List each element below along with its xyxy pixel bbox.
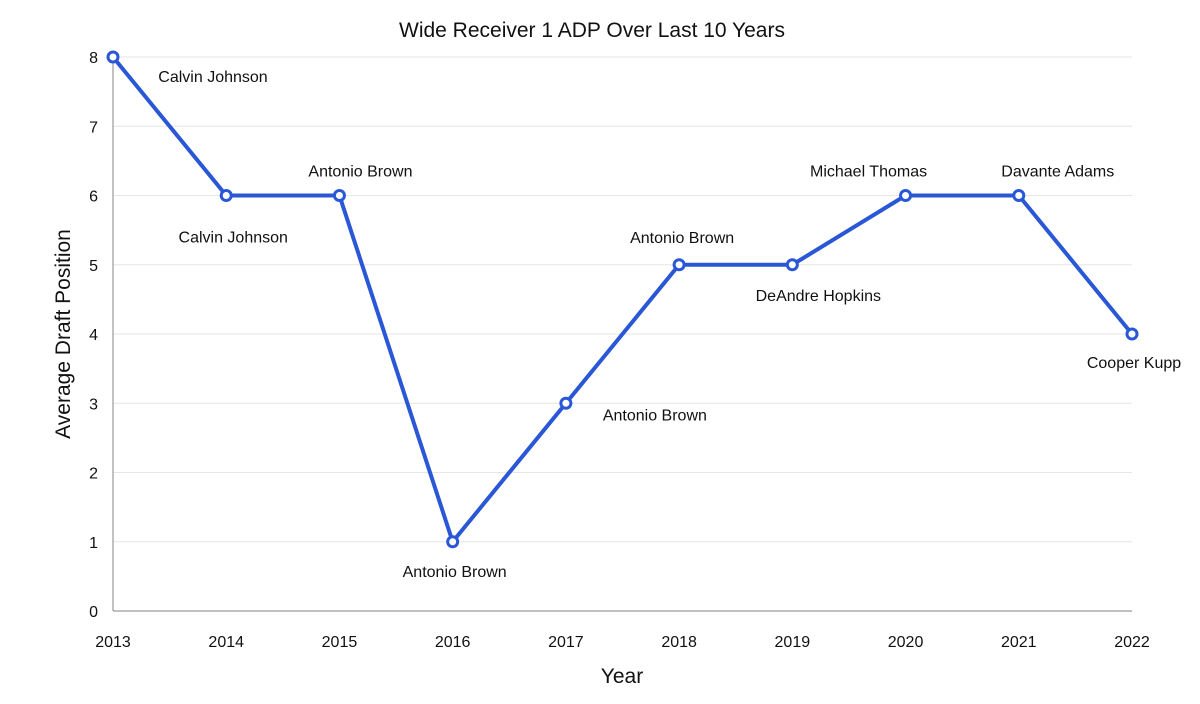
point-label: Calvin Johnson	[158, 69, 267, 86]
data-point	[785, 258, 799, 272]
x-tick-label: 2018	[661, 634, 697, 651]
x-tick-label: 2017	[548, 634, 584, 651]
y-tick-label: 2	[89, 466, 98, 483]
x-tick-label: 2019	[775, 634, 811, 651]
point-label: Antonio Brown	[403, 564, 507, 581]
point-label: Antonio Brown	[630, 230, 734, 247]
point-label: DeAndre Hopkins	[756, 288, 881, 305]
data-point	[1012, 189, 1026, 202]
y-tick-label: 1	[89, 535, 98, 552]
point-label: Cooper Kupp	[1087, 355, 1181, 372]
data-point	[332, 189, 346, 202]
x-tick-labels: 2013 2014 2015 2016 2017 2018 2019 2020 2021 2022	[95, 634, 1150, 651]
series-layer	[106, 50, 1139, 549]
data-point	[446, 535, 460, 549]
y-tick-label: 5	[89, 258, 98, 275]
y-tick-labels: 0 1 2 3 4 5 6 7 8	[89, 50, 98, 621]
x-tick-label: 2014	[208, 634, 244, 651]
series-line	[111, 55, 1134, 544]
data-point	[559, 396, 573, 410]
point-label: Antonio Brown	[308, 164, 412, 181]
y-tick-label: 6	[89, 189, 98, 206]
x-tick-label: 2022	[1114, 634, 1150, 651]
y-tick-label: 0	[89, 604, 98, 621]
point-labels: Calvin Johnson Calvin Johnson Antonio Brow…	[158, 69, 1181, 581]
y-tick-label: 8	[89, 50, 98, 67]
x-tick-label: 2013	[95, 634, 131, 651]
data-point	[219, 189, 233, 202]
data-point	[1125, 327, 1139, 341]
chart-title: Wide Receiver 1 ADP Over Last 10 Years	[399, 19, 785, 42]
point-label: Calvin Johnson	[179, 230, 288, 247]
point-label: Antonio Brown	[603, 407, 707, 424]
x-tick-label: 2015	[322, 634, 358, 651]
data-point	[899, 189, 913, 202]
x-tick-label: 2021	[1001, 634, 1037, 651]
y-tick-label: 4	[89, 327, 98, 344]
x-axis-title: Year	[601, 665, 643, 688]
y-axis-title: Average Draft Position	[52, 229, 75, 439]
point-label: Michael Thomas	[810, 164, 927, 181]
y-tick-label: 3	[89, 396, 98, 413]
point-label: Davante Adams	[1001, 164, 1114, 181]
x-tick-label: 2020	[888, 634, 924, 651]
x-tick-label: 2016	[435, 634, 471, 651]
y-tick-label: 7	[89, 119, 98, 136]
gridlines	[113, 56, 1132, 543]
data-point	[672, 258, 686, 272]
data-point	[106, 50, 120, 64]
